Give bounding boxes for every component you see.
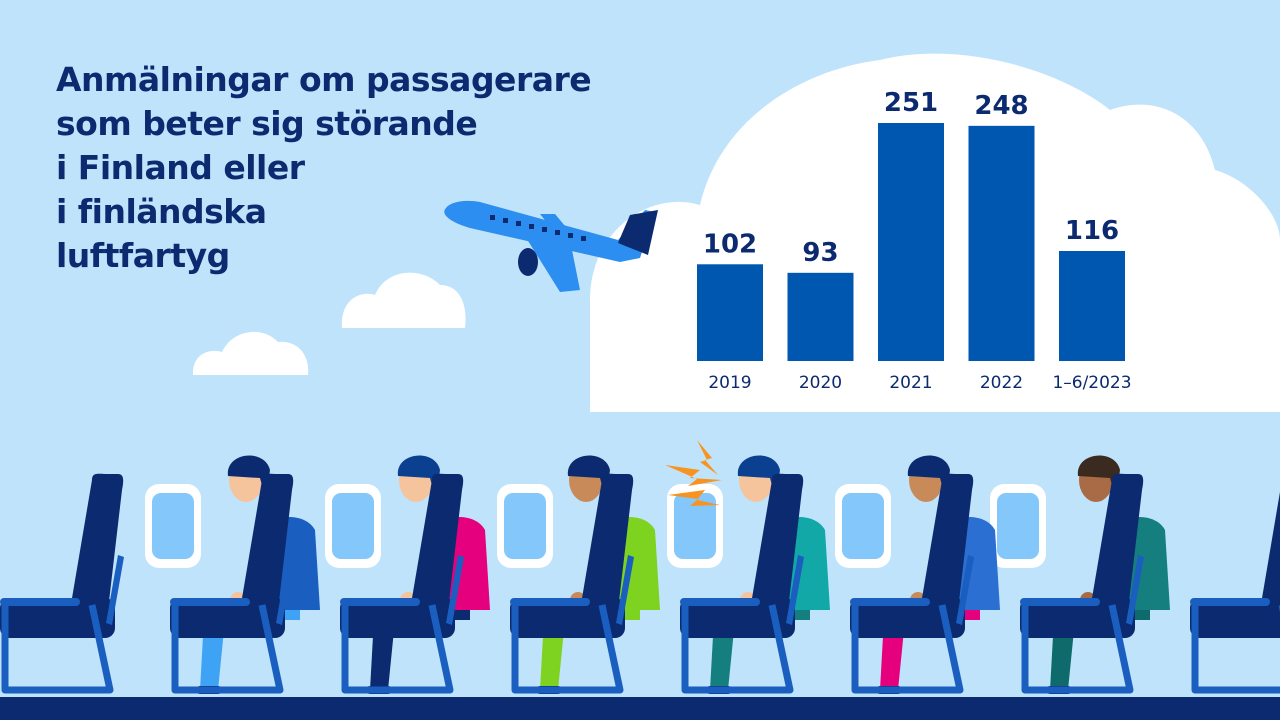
bar-2019: [697, 264, 763, 361]
seat-icon: [340, 473, 464, 694]
seat-icon: [170, 473, 294, 694]
bar-2022: [968, 125, 1035, 361]
title-line: i Finland eller: [56, 148, 305, 187]
window-icon: [835, 484, 891, 568]
data-label: 251: [884, 88, 938, 118]
category-label: 2021: [889, 373, 932, 393]
seat-icon: [850, 473, 974, 694]
window-icon: [325, 484, 381, 568]
category-label: 2020: [799, 373, 842, 393]
bar-2020: [787, 272, 854, 361]
window-icon: [145, 484, 201, 568]
annoyance-lightning-icon: [665, 440, 722, 506]
window-icon: [497, 484, 553, 568]
bar-2021: [878, 123, 944, 361]
title-line: Anmälningar om passagerare: [56, 60, 592, 99]
data-label: 93: [802, 238, 838, 268]
seat-icon: [1190, 491, 1280, 694]
cabin-floor: [0, 697, 1280, 720]
window-icon: [990, 484, 1046, 568]
data-label: 102: [703, 229, 757, 259]
title-line: i finländska: [56, 192, 267, 231]
seat-icon: [680, 473, 804, 694]
seat-icon: [1020, 473, 1144, 694]
data-label: 116: [1065, 216, 1119, 246]
title-line: som beter sig störande: [56, 104, 478, 143]
category-label: 2019: [708, 373, 751, 393]
title-line: luftfartyg: [56, 236, 230, 275]
category-label: 2022: [980, 373, 1023, 393]
airplane-icon: [444, 200, 658, 292]
seat-icon: [510, 473, 634, 694]
page-title: Anmälningar om passagerare som beter sig…: [56, 58, 592, 278]
category-label: 1–6/2023: [1052, 373, 1131, 393]
small-cloud-icon: [192, 272, 466, 375]
seat-icon: [0, 473, 124, 694]
bar-1–6/2023: [1059, 251, 1125, 361]
data-label: 248: [974, 91, 1028, 121]
